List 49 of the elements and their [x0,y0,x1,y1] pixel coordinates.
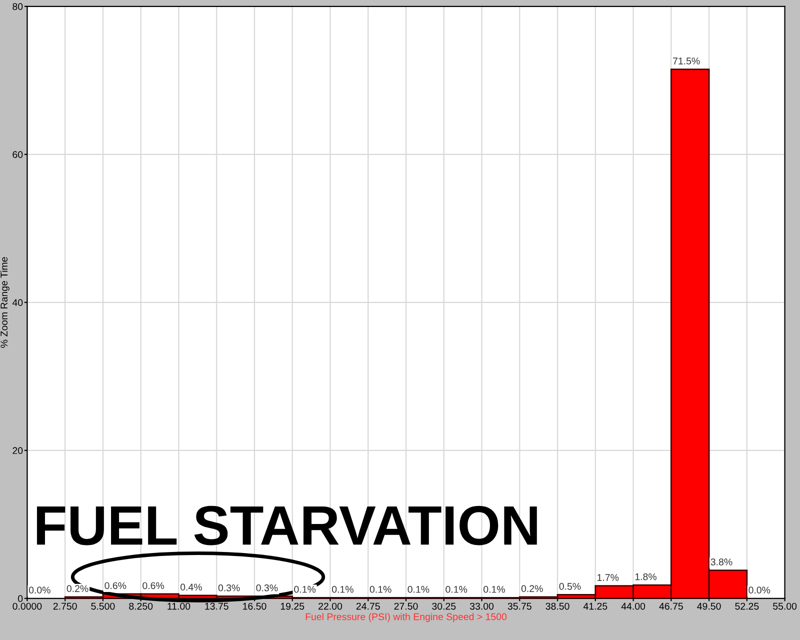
x-tick-label: 24.75 [356,602,380,610]
data-label: 0.6% [142,582,164,590]
x-tick-label: 19.25 [280,602,304,610]
data-label: 0.1% [332,586,354,593]
x-tick-label: 35.75 [508,602,532,610]
x-tick-label: 27.50 [394,602,418,610]
x-tick-label: 16.50 [243,602,266,610]
data-label: 0.2% [66,585,88,592]
x-tick-label: 49.50 [697,602,721,610]
x-tick-label: 8.250 [129,602,153,610]
y-axis-title: % Zoom Range Time [0,257,10,348]
x-tick-label: 0.0000 [12,602,42,610]
y-tick-label: 20 [12,447,23,454]
data-label: 0.1% [484,586,505,593]
data-label: 0.1% [294,586,316,593]
data-label: 0.1% [370,586,392,593]
x-tick-label: 33.00 [470,602,494,610]
x-tick-label: 5.500 [91,602,115,610]
x-tick-label: 52.25 [735,602,759,610]
x-tick-label: 46.75 [659,602,683,610]
x-tick-label: 44.00 [621,602,646,610]
x-tick-label: 30.25 [432,602,456,610]
x-tick-label: 38.50 [546,602,570,610]
data-label: 3.8% [710,558,732,566]
data-label: 0.3% [256,584,278,592]
data-label: 0.2% [521,585,543,592]
x-tick-label: 41.25 [583,602,608,610]
data-label: 1.7% [598,574,619,581]
data-label: 0.0% [28,586,50,594]
x-tick-label: 55.00 [773,602,797,610]
data-label: 0.1% [408,586,430,593]
x-axis-title: Fuel Pressure (PSI) with Engine Speed > 1500 [306,613,507,622]
x-tick-label: 2.750 [53,602,77,610]
x-tick-label: 11.00 [168,602,190,610]
data-label: 1.8% [635,573,656,580]
data-label: 0.0% [748,586,770,594]
data-label: 0.6% [104,582,126,590]
data-label: 71.5% [673,58,700,64]
data-label: 0.5% [559,582,581,590]
x-tick-label: 13.75 [205,602,228,610]
annotation: FUEL STARVATION [36,506,537,546]
y-tick-label: 0 [18,595,23,602]
x-tick-label: 22.00 [318,602,342,610]
data-label: 0.3% [218,584,240,592]
y-tick-label: 40 [12,299,23,306]
data-label: 0.1% [446,586,468,593]
y-tick-label: 80 [12,3,23,10]
y-tick-label: 60 [12,151,23,158]
data-label: 0.4% [180,584,202,591]
